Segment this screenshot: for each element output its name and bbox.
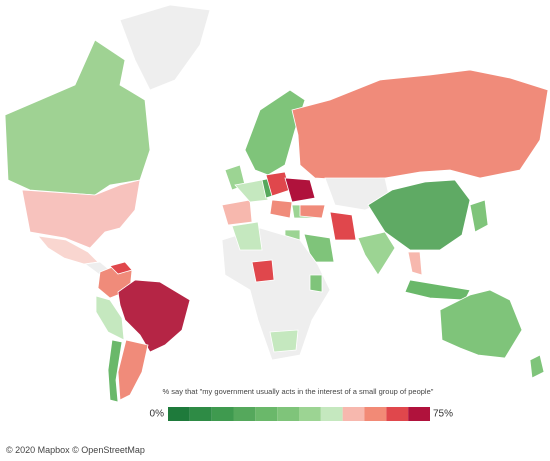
- country: [269, 199, 293, 219]
- legend-swatch: [255, 407, 278, 421]
- legend: % say that "my government usually acts i…: [150, 387, 453, 421]
- country: [251, 259, 275, 283]
- legend-swatch: [320, 407, 343, 421]
- country: [284, 177, 316, 203]
- country: [299, 204, 326, 219]
- country: [404, 279, 471, 301]
- country: [109, 261, 133, 275]
- attribution: © 2020 Mapbox © OpenStreetMap: [6, 445, 145, 455]
- country: [234, 179, 269, 203]
- country: [357, 231, 396, 276]
- legend-swatch: [211, 407, 234, 421]
- legend-swatch: [233, 407, 256, 421]
- country: [309, 274, 323, 293]
- country: [221, 199, 253, 226]
- country: [407, 251, 423, 276]
- legend-swatch: [408, 407, 430, 421]
- legend-swatch: [168, 407, 190, 421]
- country: [244, 89, 306, 176]
- legend-swatch: [189, 407, 212, 421]
- legend-swatch: [342, 407, 365, 421]
- country: [529, 354, 545, 379]
- country: [117, 339, 149, 401]
- country: [439, 289, 523, 359]
- country: [231, 221, 263, 251]
- country: [21, 179, 141, 249]
- country: [469, 199, 489, 233]
- legend-swatch: [299, 407, 321, 421]
- country: [221, 227, 331, 361]
- country: [329, 211, 357, 241]
- country: [269, 329, 299, 353]
- countries: [4, 4, 549, 403]
- legend-max: 75%: [433, 409, 453, 420]
- legend-swatch: [386, 407, 409, 421]
- legend-swatch: [277, 407, 299, 421]
- country: [107, 339, 123, 403]
- country: [117, 279, 191, 353]
- legend-swatch: [364, 407, 387, 421]
- country: [4, 39, 151, 196]
- legend-min: 0%: [150, 409, 165, 420]
- legend-title: % say that "my government usually acts i…: [163, 387, 434, 396]
- country: [95, 295, 125, 341]
- country: [291, 69, 549, 181]
- country: [119, 4, 211, 91]
- country: [367, 179, 471, 251]
